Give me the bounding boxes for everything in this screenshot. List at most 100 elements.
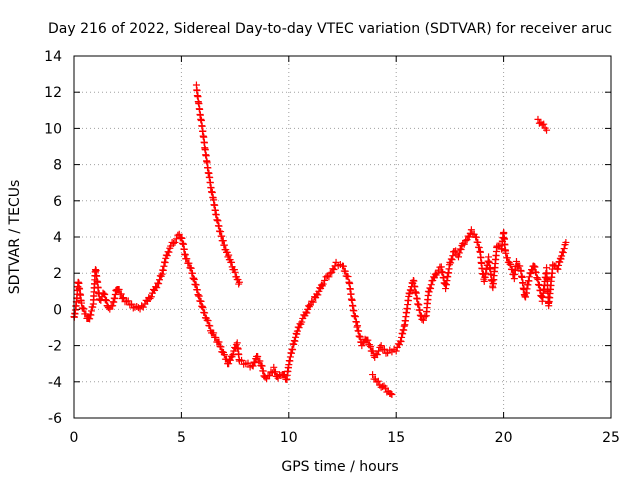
data-point-marker	[187, 264, 195, 272]
data-point-marker	[465, 233, 473, 241]
data-point-marker	[201, 309, 209, 317]
data-point-marker	[554, 265, 562, 273]
data-point-marker	[256, 357, 264, 365]
data-point-marker	[124, 297, 132, 305]
data-point-marker	[231, 268, 239, 276]
y-tick-label: 0	[53, 302, 62, 318]
data-point-marker	[392, 347, 400, 355]
data-point-marker	[373, 351, 381, 359]
data-point-marker	[527, 269, 535, 277]
y-tick-label: -4	[48, 375, 62, 391]
data-point-marker	[377, 342, 385, 350]
y-tick-label: -2	[48, 339, 62, 355]
data-point-marker	[171, 238, 179, 246]
data-point-marker	[339, 262, 347, 270]
data-point-marker	[533, 274, 541, 282]
data-point-marker	[139, 303, 147, 311]
data-point-marker	[117, 290, 125, 298]
data-point-marker	[330, 266, 338, 274]
data-point-marker	[293, 327, 301, 335]
data-point-marker	[194, 291, 202, 299]
data-point-marker	[87, 311, 95, 319]
data-point-marker	[295, 324, 303, 332]
x-tick-label: 0	[70, 430, 79, 446]
data-point-marker	[407, 287, 415, 295]
data-point-marker	[556, 258, 564, 266]
data-point-marker	[475, 244, 483, 252]
data-point-marker	[153, 284, 161, 292]
data-point-marker	[543, 126, 551, 134]
data-point-marker	[467, 226, 475, 234]
data-point-marker	[78, 299, 86, 307]
data-point-marker	[195, 292, 203, 300]
data-point-marker	[82, 310, 90, 318]
series-main-trace	[70, 226, 570, 383]
data-point-marker	[192, 281, 200, 289]
data-point-marker	[220, 351, 228, 359]
data-point-marker	[447, 259, 455, 267]
data-point-marker	[185, 259, 193, 267]
data-point-marker	[366, 343, 374, 351]
data-point-marker	[449, 252, 457, 260]
series-low-segment	[369, 371, 396, 398]
data-point-marker	[128, 300, 136, 308]
data-point-marker	[303, 309, 311, 317]
x-tick-label: 5	[177, 430, 186, 446]
x-tick-label: 10	[280, 430, 298, 446]
data-point-marker	[271, 368, 279, 376]
data-point-marker	[126, 301, 134, 309]
data-point-marker	[298, 318, 306, 326]
data-point-marker	[170, 239, 178, 247]
data-point-marker	[531, 263, 539, 271]
data-point-marker	[319, 280, 327, 288]
data-point-marker	[80, 305, 88, 313]
data-point-marker	[559, 249, 567, 257]
data-point-marker	[165, 248, 173, 256]
data-point-marker	[560, 245, 568, 253]
data-point-marker	[369, 371, 377, 379]
y-tick-label: 2	[53, 266, 62, 282]
data-point-marker	[115, 286, 123, 293]
data-point-marker	[259, 367, 267, 375]
y-axis-label: SDTVAR / TECUs	[7, 180, 23, 295]
chart-title: Day 216 of 2022, Sidereal Day-to-day VTE…	[48, 21, 612, 37]
y-tick-label: 8	[53, 158, 62, 174]
data-point-marker	[452, 247, 460, 255]
data-point-marker	[419, 316, 427, 324]
data-point-marker	[454, 253, 462, 261]
data-point-marker	[532, 269, 540, 277]
data-point-marker	[512, 257, 520, 265]
data-point-marker	[305, 302, 313, 310]
data-point-marker	[431, 270, 439, 278]
data-point-marker	[175, 230, 183, 238]
series-high-segment	[534, 115, 551, 134]
y-tick-label: 10	[44, 121, 62, 137]
data-point-marker	[190, 274, 198, 282]
data-point-marker	[215, 338, 223, 346]
data-point-marker	[380, 345, 388, 353]
data-point-marker	[238, 356, 246, 364]
data-point-marker	[374, 377, 382, 385]
data-point-marker	[87, 307, 95, 315]
data-point-marker	[553, 265, 561, 273]
data-point-marker	[457, 245, 465, 253]
data-point-marker	[292, 333, 300, 341]
data-point-marker	[99, 289, 107, 297]
data-point-marker	[503, 254, 511, 262]
x-axis-label: GPS time / hours	[281, 459, 398, 475]
data-point-marker	[427, 281, 435, 289]
data-point-marker	[507, 260, 515, 268]
data-point-marker	[210, 329, 218, 337]
data-point-marker	[206, 322, 214, 330]
data-point-marker	[193, 286, 201, 294]
data-point-marker	[474, 238, 482, 246]
data-point-marker	[555, 261, 563, 269]
data-point-marker	[427, 285, 435, 293]
data-point-marker	[289, 346, 297, 354]
data-point-marker	[89, 303, 97, 311]
data-point-marker	[406, 290, 414, 298]
x-tick-label: 25	[602, 430, 620, 446]
data-points	[70, 81, 570, 398]
